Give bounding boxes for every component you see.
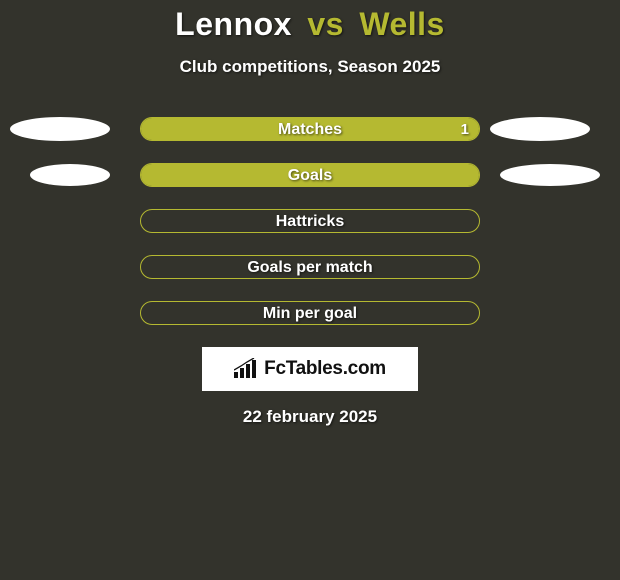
stat-row-min-per-goal: Min per goal [0,301,620,325]
stat-row-goals: Goals [0,163,620,187]
right-ellipse [490,117,590,141]
subtitle: Club competitions, Season 2025 [0,57,620,77]
date: 22 february 2025 [0,407,620,427]
vs-separator: vs [307,6,344,42]
player2-name: Wells [359,6,445,42]
stat-rows: Matches 1 Goals Hattricks [0,117,620,325]
left-ellipse [30,164,110,186]
page-title: Lennox vs Wells [0,6,620,43]
bar-value-right: 1 [461,118,469,141]
bar-track: Goals per match [140,255,480,279]
stat-row-matches: Matches 1 [0,117,620,141]
bar-label: Hattricks [141,210,479,233]
bar-track: Hattricks [140,209,480,233]
player1-name: Lennox [175,6,292,42]
bars-icon [234,358,260,380]
logo-text: FcTables.com [264,358,386,380]
bar-fill [141,118,479,140]
logo: FcTables.com [234,358,386,380]
bar-fill [141,164,479,186]
right-ellipse [500,164,600,186]
left-ellipse [10,117,110,141]
bar-label: Goals per match [141,256,479,279]
stat-row-hattricks: Hattricks [0,209,620,233]
logo-box: FcTables.com [202,347,418,391]
bar-track: Matches 1 [140,117,480,141]
bar-track: Min per goal [140,301,480,325]
bar-label: Min per goal [141,302,479,325]
comparison-card: Lennox vs Wells Club competitions, Seaso… [0,0,620,580]
bar-track: Goals [140,163,480,187]
stat-row-goals-per-match: Goals per match [0,255,620,279]
